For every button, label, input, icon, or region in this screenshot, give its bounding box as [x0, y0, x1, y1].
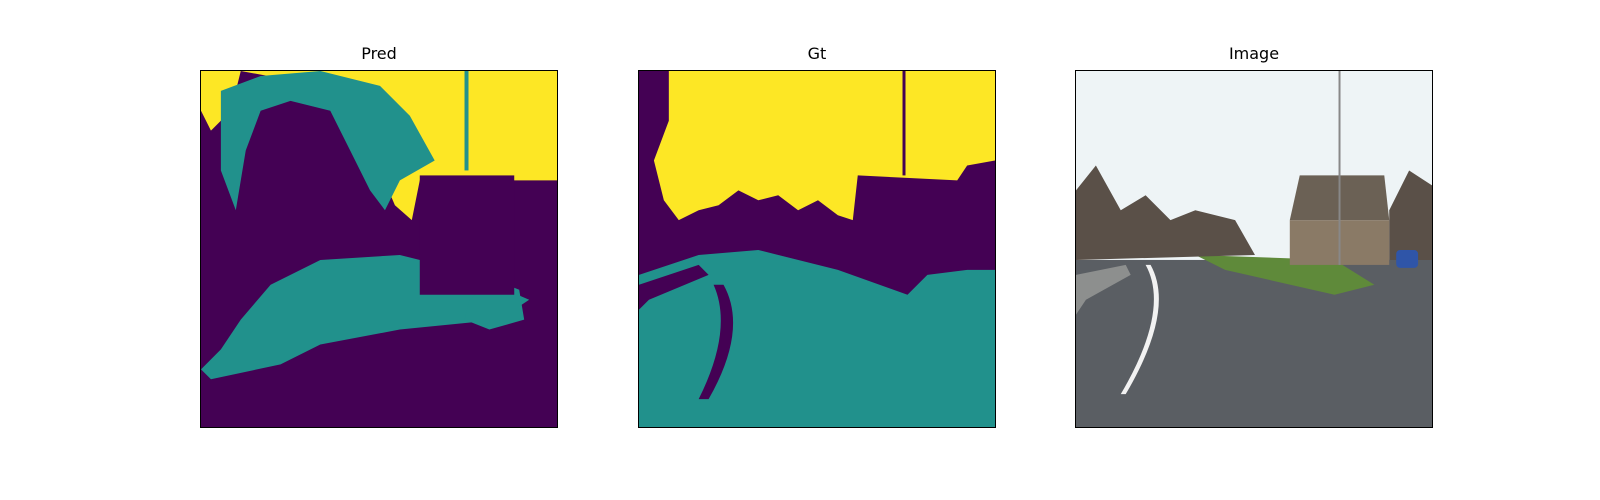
pred-segmentation-map [200, 70, 558, 428]
gt-bike-lane-marking [698, 284, 734, 400]
photo-sidewalk [1076, 264, 1131, 315]
image-panel-title: Image [1228, 44, 1280, 63]
pred-panel-title: Pred [361, 44, 397, 63]
photo-trees-left [1076, 165, 1255, 260]
gt-curb-strip [639, 264, 709, 310]
street-photo [1075, 70, 1433, 428]
photo-tree-right [1389, 170, 1432, 260]
pred-road-blob-upper [220, 71, 435, 211]
gt-sky-region [653, 71, 995, 221]
pred-building-region [419, 175, 515, 295]
photo-road [1076, 259, 1432, 427]
pred-pole [464, 71, 469, 171]
gt-mask-svg [639, 71, 995, 427]
gt-panel-title: Gt [807, 44, 827, 63]
gt-pole [902, 71, 906, 176]
photo-svg [1076, 71, 1432, 427]
photo-car [1396, 249, 1419, 268]
gt-segmentation-map [638, 70, 996, 428]
photo-pole [1338, 71, 1341, 265]
pred-mask-svg [201, 71, 557, 427]
photo-lane-line [1120, 264, 1159, 395]
gt-road-region [639, 249, 995, 427]
